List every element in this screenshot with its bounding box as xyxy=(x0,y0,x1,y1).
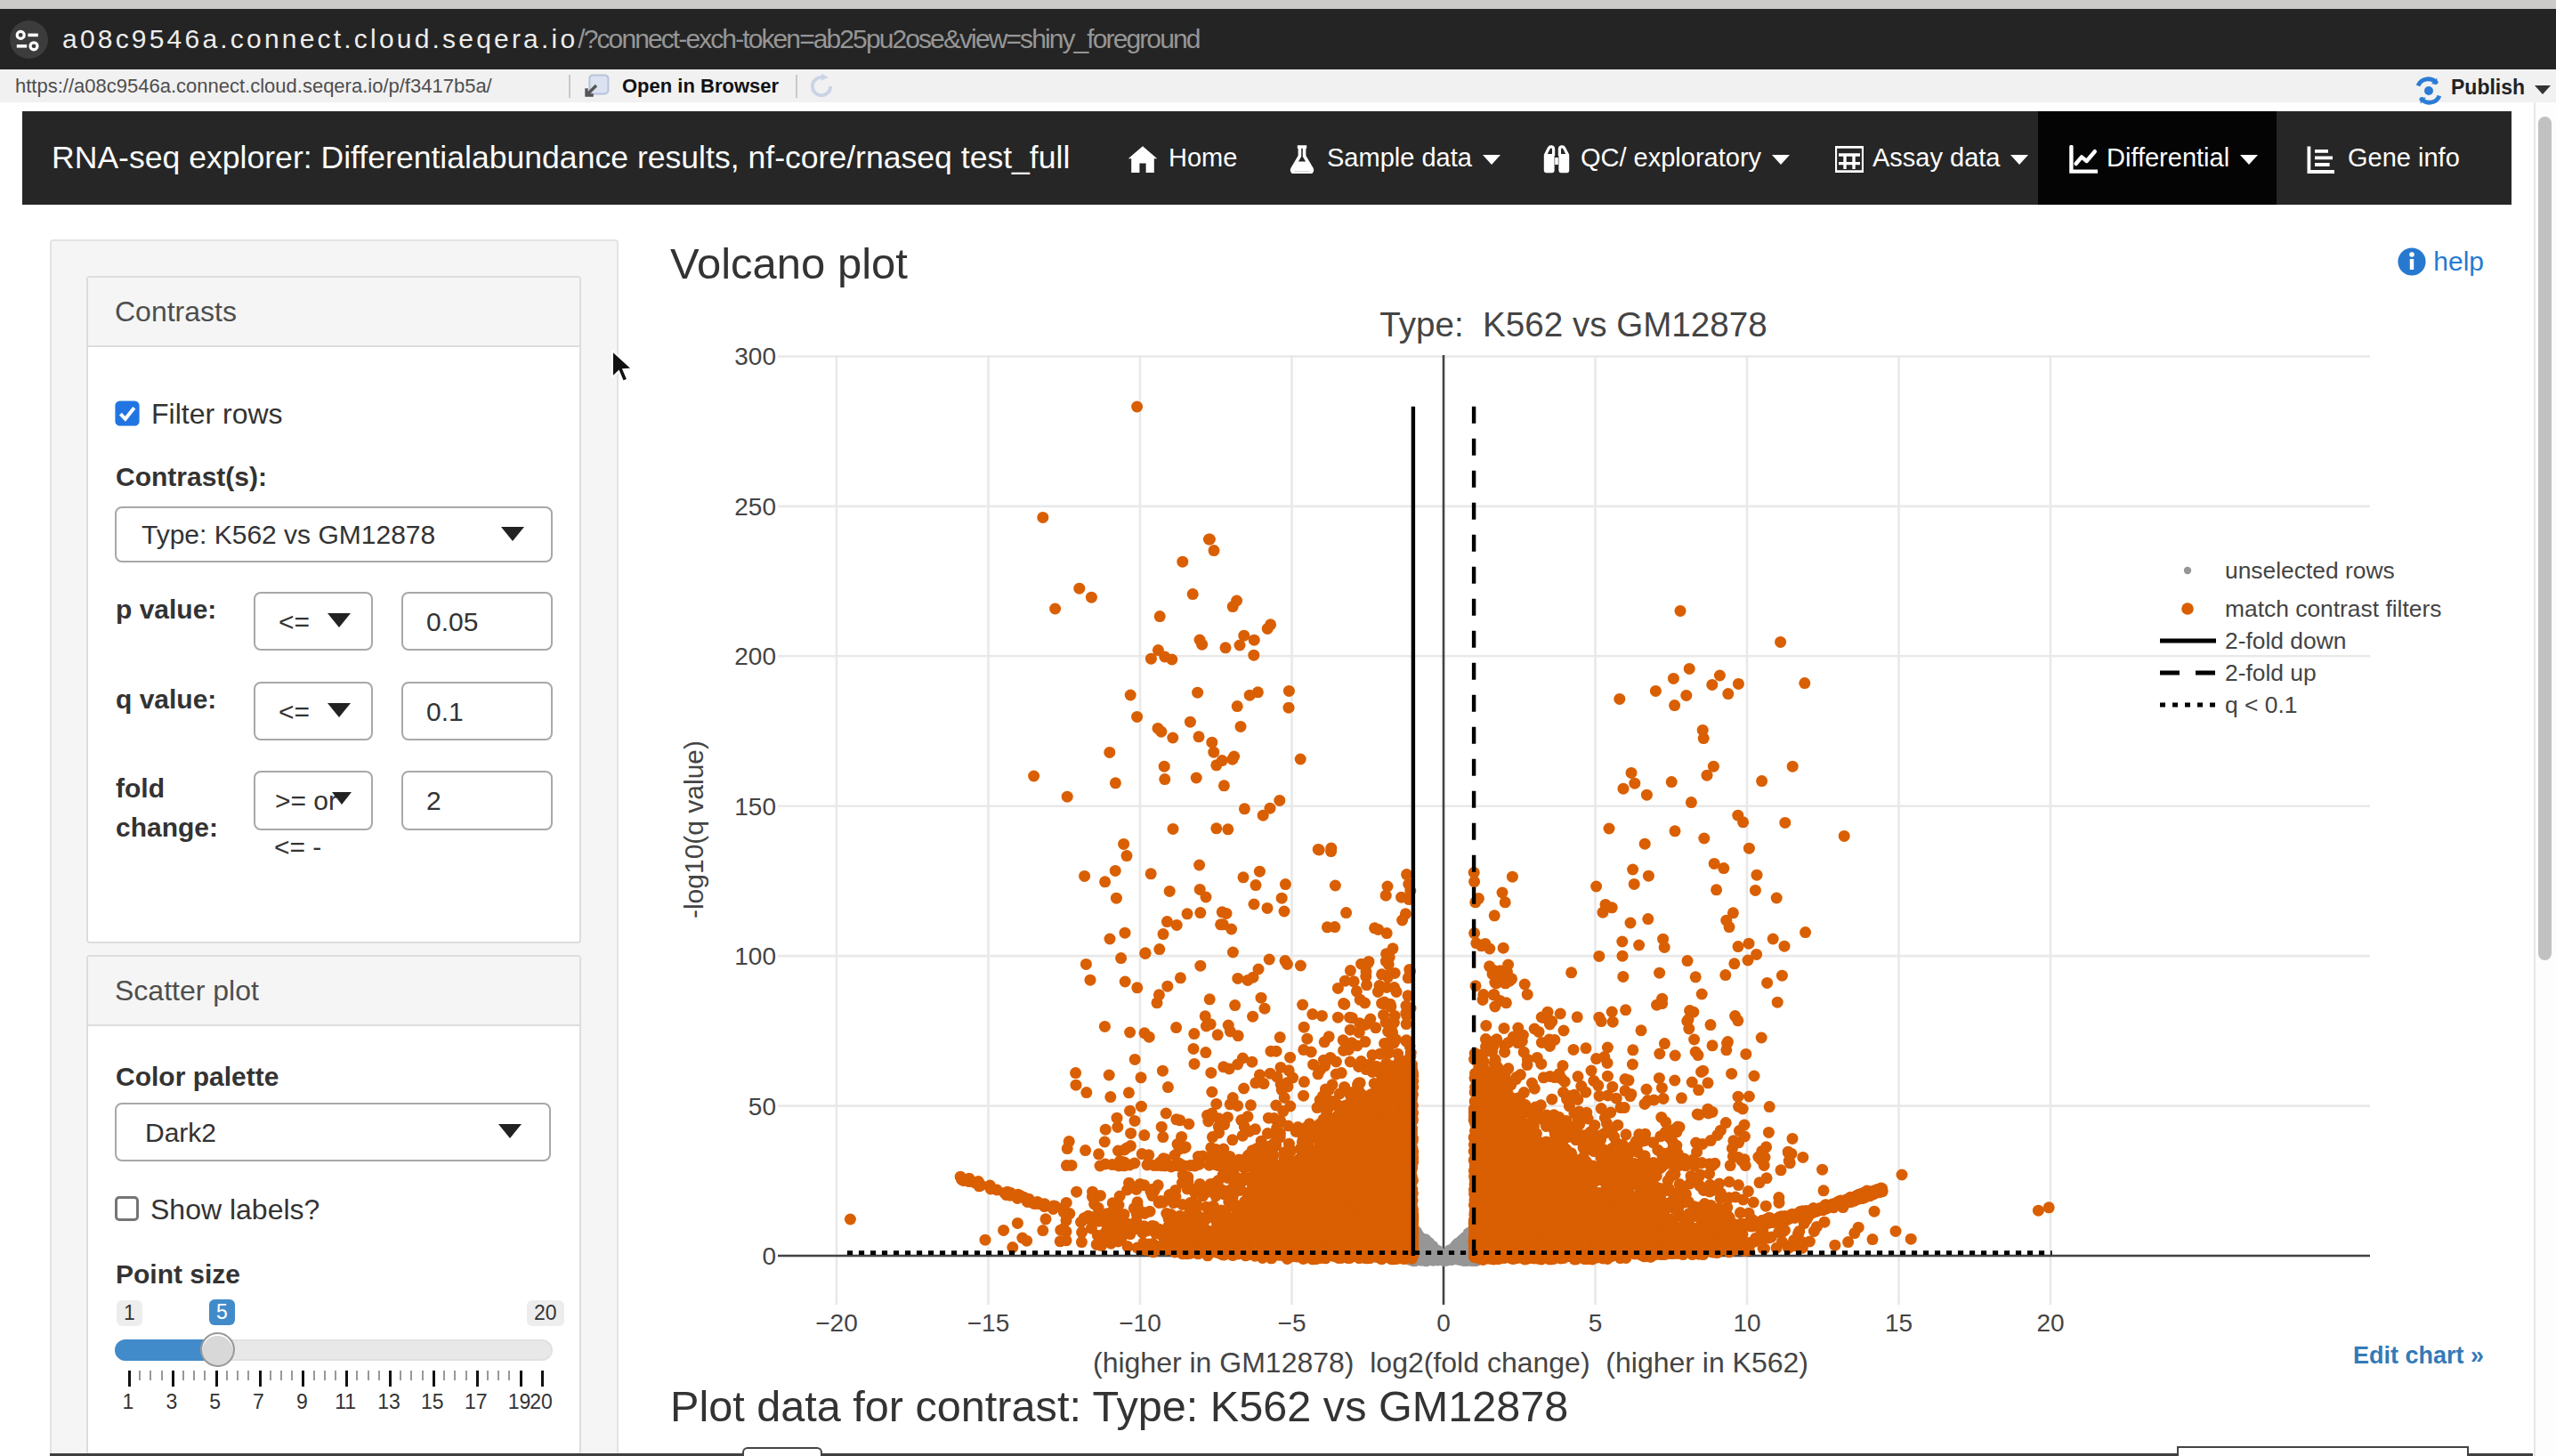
svg-text:2-fold up: 2-fold up xyxy=(2225,659,2317,686)
svg-text:unselected rows: unselected rows xyxy=(2225,557,2395,584)
svg-text:Type: K562 vs GM12878: Type: K562 vs GM12878 xyxy=(1379,305,1767,344)
svg-text:150: 150 xyxy=(734,793,776,821)
svg-text:250: 250 xyxy=(734,493,776,521)
svg-text:0: 0 xyxy=(762,1242,776,1270)
svg-text:−5: −5 xyxy=(1278,1309,1306,1337)
svg-text:q < 0.1: q < 0.1 xyxy=(2225,692,2297,718)
svg-text:5: 5 xyxy=(1589,1309,1603,1337)
svg-text:0: 0 xyxy=(1436,1309,1451,1337)
svg-text:2-fold down: 2-fold down xyxy=(2225,627,2346,654)
svg-text:(higher in GM12878) log2(fold: (higher in GM12878) log2(fold change) (h… xyxy=(1093,1347,1808,1379)
svg-text:−15: −15 xyxy=(967,1309,1010,1337)
svg-text:10: 10 xyxy=(1733,1309,1760,1337)
svg-text:100: 100 xyxy=(734,942,776,970)
svg-text:-log10(q value): -log10(q value) xyxy=(679,740,708,918)
svg-text:15: 15 xyxy=(1885,1309,1913,1337)
svg-text:−10: −10 xyxy=(1119,1309,1161,1337)
svg-text:300: 300 xyxy=(734,343,776,370)
svg-text:−20: −20 xyxy=(815,1309,858,1337)
svg-text:20: 20 xyxy=(2036,1309,2064,1337)
svg-text:match contrast filters: match contrast filters xyxy=(2225,595,2441,622)
svg-text:50: 50 xyxy=(748,1093,776,1120)
svg-text:200: 200 xyxy=(734,643,776,670)
